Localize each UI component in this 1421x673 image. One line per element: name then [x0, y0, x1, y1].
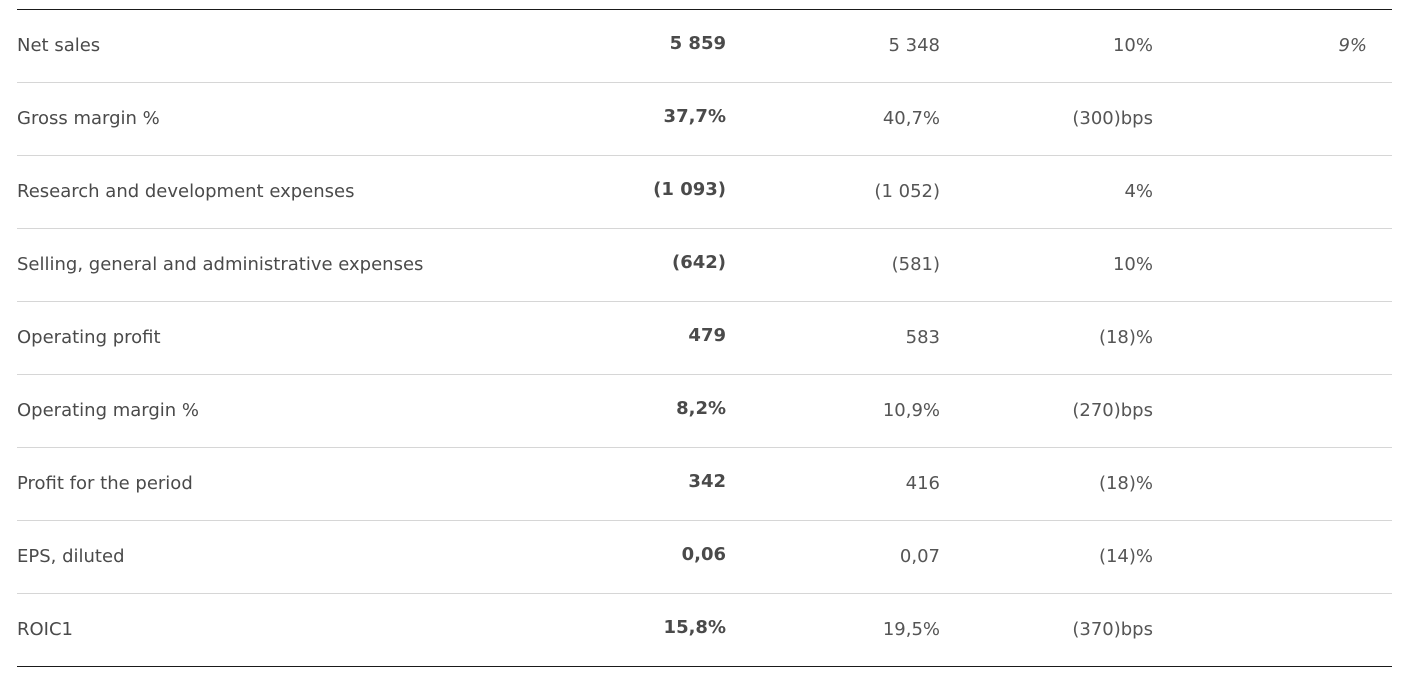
prior-period-value: 19,5% [882, 619, 940, 640]
change-value: (300)bps [1072, 108, 1153, 129]
table-row: Operating profit 479 583 (18)% [17, 302, 1392, 375]
extra-change-value: 9% [1338, 35, 1367, 56]
table-row: Gross margin % 37,7% 40,7% (300)bps [17, 83, 1392, 156]
prior-period-value: 0,07 [899, 546, 940, 567]
financial-table: Net sales 5 859 5 348 10% 9% Gross margi… [17, 9, 1392, 667]
row-label: Operating profit [17, 327, 161, 348]
row-label: Research and development expenses [17, 181, 355, 202]
prior-period-value: 10,9% [882, 400, 940, 421]
change-value: 10% [1112, 254, 1153, 275]
change-value: 4% [1124, 181, 1153, 202]
change-value: (370)bps [1072, 619, 1153, 640]
current-period-value: 342 [688, 471, 726, 492]
table-row: EPS, diluted 0,06 0,07 (14)% [17, 521, 1392, 594]
table-row: ROIC1 15,8% 19,5% (370)bps [17, 594, 1392, 666]
row-label: Gross margin % [17, 108, 160, 129]
row-label: ROIC1 [17, 619, 74, 640]
change-value: (18)% [1098, 327, 1153, 348]
change-value: (14)% [1098, 546, 1153, 567]
prior-period-value: 583 [905, 327, 940, 348]
prior-period-value: (581) [891, 254, 940, 275]
prior-period-value: 40,7% [882, 108, 940, 129]
current-period-value: 37,7% [663, 106, 726, 127]
change-value: (18)% [1098, 473, 1153, 494]
table-row: Net sales 5 859 5 348 10% 9% [17, 10, 1392, 83]
row-label: Selling, general and administrative expe… [17, 254, 424, 275]
prior-period-value: 5 348 [888, 35, 940, 56]
row-label: Net sales [17, 35, 101, 56]
current-period-value: 5 859 [669, 33, 726, 54]
table-row: Selling, general and administrative expe… [17, 229, 1392, 302]
row-label: Operating margin % [17, 400, 200, 421]
current-period-value: (1 093) [653, 179, 726, 200]
table-row: Operating margin % 8,2% 10,9% (270)bps [17, 375, 1392, 448]
table-row: Research and development expenses (1 093… [17, 156, 1392, 229]
prior-period-value: (1 052) [874, 181, 940, 202]
row-label: Profit for the period [17, 473, 193, 494]
table-row: Profit for the period 342 416 (18)% [17, 448, 1392, 521]
change-value: 10% [1112, 35, 1153, 56]
current-period-value: 0,06 [681, 544, 726, 565]
change-value: (270)bps [1072, 400, 1153, 421]
current-period-value: 8,2% [676, 398, 726, 419]
current-period-value: 479 [688, 325, 726, 346]
current-period-value: (642) [671, 252, 726, 273]
current-period-value: 15,8% [663, 617, 726, 638]
row-label: EPS, diluted [17, 546, 125, 567]
prior-period-value: 416 [905, 473, 940, 494]
